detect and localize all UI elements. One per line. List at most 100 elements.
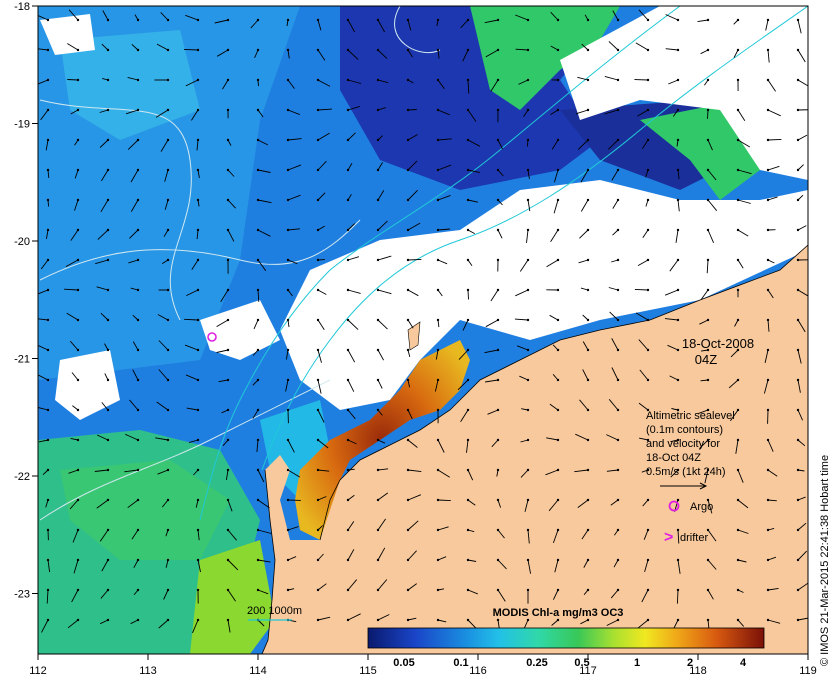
velocity-arrow-head	[497, 319, 499, 321]
velocity-arrow-head	[107, 259, 109, 261]
velocity-arrow-head	[737, 109, 739, 111]
colorbar-tick-label: 0.25	[526, 657, 547, 669]
velocity-arrow-head	[647, 109, 649, 111]
velocity-arrow-head	[377, 619, 379, 621]
velocity-arrow-head	[227, 439, 229, 441]
velocity-arrow-head	[707, 589, 709, 591]
velocity-arrow-head	[497, 499, 499, 501]
velocity-arrow-head	[437, 499, 439, 501]
velocity-arrow-head	[197, 589, 199, 591]
velocity-arrow-head	[107, 139, 109, 141]
velocity-arrow-head	[377, 109, 379, 111]
velocity-arrow-head	[617, 499, 619, 501]
velocity-arrow-head	[797, 319, 799, 321]
velocity-arrow-head	[317, 19, 319, 21]
velocity-arrow-head	[437, 49, 439, 51]
velocity-arrow-head	[257, 589, 259, 591]
velocity-arrow-head	[107, 229, 109, 231]
velocity-arrow-head	[587, 19, 589, 21]
velocity-arrow-head	[437, 319, 439, 321]
velocity-arrow-head	[527, 529, 529, 531]
velocity-arrow-head	[197, 199, 199, 201]
credit-text: © IMOS 21-Mar-2015 22:41:38 Hobart time	[819, 455, 831, 666]
velocity-arrow-head	[137, 19, 139, 21]
velocity-arrow-head	[287, 259, 289, 261]
velocity-arrow-head	[227, 619, 229, 621]
velocity-arrow-head	[167, 79, 169, 81]
x-tick-label: 113	[139, 665, 157, 677]
velocity-arrow-head	[467, 199, 469, 201]
velocity-arrow-head	[107, 529, 109, 531]
velocity-arrow-head	[767, 469, 769, 471]
velocity-arrow-head	[467, 259, 469, 261]
velocity-arrow-head	[527, 349, 529, 351]
velocity-arrow-head	[137, 109, 139, 111]
velocity-arrow-head	[227, 79, 229, 81]
velocity-arrow	[677, 590, 678, 604]
time-label: 04Z	[695, 352, 717, 367]
velocity-arrow-head	[197, 229, 199, 231]
velocity-arrow-head	[167, 169, 169, 171]
velocity-arrow-head	[167, 439, 169, 441]
velocity-arrow-head	[647, 499, 649, 501]
velocity-arrow-head	[287, 499, 289, 501]
velocity-arrow-head	[467, 439, 469, 441]
velocity-arrow-head	[317, 439, 319, 441]
velocity-arrow-head	[737, 289, 739, 291]
velocity-arrow-head	[407, 349, 409, 351]
velocity-arrow-head	[467, 319, 469, 321]
velocity-arrow-head	[437, 169, 439, 171]
velocity-arrow-head	[437, 349, 439, 351]
velocity-arrow-head	[347, 469, 349, 471]
velocity-arrow-head	[377, 469, 379, 471]
velocity-arrow-head	[677, 559, 679, 561]
velocity-arrow-head	[737, 499, 739, 501]
velocity-arrow-head	[317, 79, 319, 81]
velocity-arrow-head	[587, 139, 589, 141]
velocity-arrow-head	[317, 529, 319, 531]
velocity-arrow-head	[107, 49, 109, 51]
velocity-arrow-head	[587, 499, 589, 501]
velocity-arrow-head	[137, 589, 139, 591]
velocity-arrow-head	[197, 469, 199, 471]
velocity-arrow-head	[227, 409, 229, 411]
velocity-arrow-head	[137, 169, 139, 171]
velocity-arrow-head	[587, 409, 589, 411]
velocity-arrow-head	[437, 259, 439, 261]
velocity-arrow-head	[797, 49, 799, 51]
velocity-arrow-head	[707, 49, 709, 51]
velocity-arrow-head	[527, 139, 529, 141]
velocity-arrow-head	[77, 19, 79, 21]
velocity-arrow-head	[77, 169, 79, 171]
velocity-arrow-head	[407, 619, 409, 621]
y-tick-label: -19	[14, 119, 30, 131]
velocity-arrow-head	[257, 259, 259, 261]
velocity-arrow-head	[467, 169, 469, 171]
x-tick-label: 112	[29, 665, 47, 677]
velocity-arrow-head	[197, 139, 199, 141]
velocity-arrow-head	[467, 19, 469, 21]
velocity-arrow-head	[797, 19, 799, 21]
velocity-arrow-head	[737, 79, 739, 81]
velocity-arrow-head	[557, 229, 559, 231]
velocity-arrow-head	[347, 19, 349, 21]
velocity-arrow-head	[377, 559, 379, 561]
x-tick-label: 115	[359, 665, 377, 677]
velocity-arrow-head	[287, 79, 289, 81]
velocity-arrow-head	[617, 49, 619, 51]
velocity-arrow-head	[227, 49, 229, 51]
velocity-arrow-head	[317, 169, 319, 171]
velocity-arrow-head	[797, 169, 799, 171]
velocity-arrow-head	[707, 109, 709, 111]
velocity-arrow	[635, 80, 649, 81]
velocity-arrow-head	[137, 619, 139, 621]
velocity-arrow	[67, 80, 78, 81]
velocity-arrow-head	[257, 349, 259, 351]
velocity-arrow-head	[437, 19, 439, 21]
velocity-arrow	[184, 49, 198, 50]
velocity-arrow-head	[77, 229, 79, 231]
velocity-arrow-head	[137, 289, 139, 291]
velocity-arrow-head	[347, 319, 349, 321]
velocity-arrow-head	[107, 469, 109, 471]
